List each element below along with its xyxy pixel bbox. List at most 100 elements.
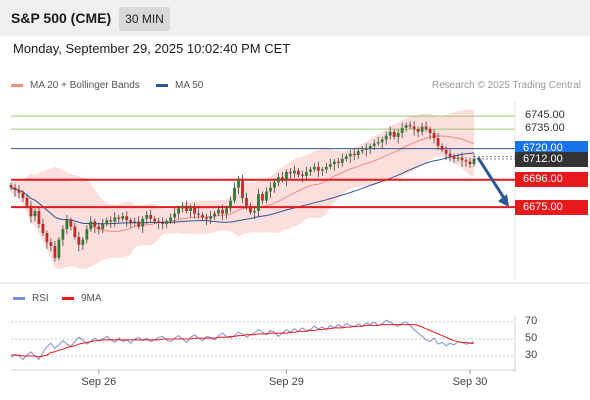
forecast-arrow-shaft: [476, 156, 508, 202]
candle-bull: [229, 200, 232, 209]
candle-bull: [273, 182, 276, 188]
candle-bear: [41, 224, 45, 234]
rsi-line: [10, 319, 475, 361]
candle-bear: [77, 237, 81, 245]
candle-bull: [340, 159, 344, 163]
ma20-swatch: [11, 84, 23, 87]
x-tick-label: Sep 29: [268, 376, 304, 388]
legend-label-rsi: RSI: [32, 293, 49, 304]
level-label-resistance: 6745.00: [525, 109, 565, 122]
legend-label-ma20: MA 20 + Bollinger Bands: [30, 80, 140, 91]
level-label-support: 6696.00: [515, 172, 588, 188]
timeframe-button[interactable]: 30 MIN: [119, 7, 170, 31]
candle-bull: [308, 169, 312, 172]
candle-bull: [364, 148, 368, 150]
candle-bull: [285, 172, 288, 180]
candle-bear: [452, 156, 456, 159]
candle-bear: [261, 194, 264, 201]
candle-bear: [9, 185, 13, 188]
rsi-ma-line: [11, 324, 474, 358]
candle-bear: [464, 160, 468, 162]
candle-bear: [336, 161, 340, 163]
candle-bull: [85, 229, 89, 240]
candle-bull: [189, 207, 193, 211]
candle-bear: [424, 126, 428, 130]
candle-bull: [388, 131, 392, 136]
candle-bull: [420, 126, 424, 132]
candle-bull: [472, 159, 476, 165]
candle-bear: [221, 209, 224, 214]
ma50-line: [10, 152, 475, 225]
candle-bull: [181, 205, 185, 209]
candle-bear: [197, 213, 200, 215]
legend-ma50: MA 50: [156, 80, 203, 91]
level-label-resistance: 6735.00: [525, 122, 565, 135]
candle-bull: [113, 217, 117, 222]
candle-bear: [17, 190, 21, 193]
rsi-ma-swatch: [62, 297, 74, 300]
candle-bull: [213, 213, 216, 217]
candle-bear: [412, 126, 416, 130]
candle-bear: [444, 149, 448, 154]
legend-label-rsi-ma: 9MA: [81, 293, 102, 304]
candle-bear: [109, 220, 113, 222]
candle-bull: [217, 209, 220, 214]
candle-bear: [440, 146, 444, 150]
candle-bull: [356, 151, 360, 156]
candle-bull: [269, 187, 272, 192]
candle-bull: [101, 224, 105, 230]
candle-bull: [165, 221, 169, 224]
candle-bear: [460, 157, 464, 161]
candle-bull: [89, 221, 93, 230]
candle-bear: [288, 172, 292, 174]
candle-bull: [372, 143, 376, 146]
chart-datetime: Monday, September 29, 2025 10:02:40 PM C…: [13, 41, 291, 56]
legend-rsi: RSI: [13, 293, 49, 304]
candle-bull: [61, 229, 65, 240]
candle-bear: [157, 221, 161, 223]
forecast-arrow-head: [498, 194, 509, 208]
candle-bull: [225, 208, 228, 214]
candle-bull: [332, 161, 336, 165]
candle-bull: [320, 169, 324, 171]
candle-bear: [392, 131, 396, 137]
candle-bear: [149, 214, 153, 219]
rsi-level-label: 30: [525, 349, 538, 361]
candle-bear: [193, 207, 197, 214]
candle-bear: [436, 138, 440, 146]
candle-bull: [400, 127, 404, 133]
rsi-level-label: 50: [525, 332, 538, 344]
candle-bear: [245, 198, 248, 206]
rsi-swatch: [13, 297, 25, 300]
candle-bear: [300, 174, 304, 176]
candle-bull: [121, 216, 125, 219]
candle-bear: [241, 178, 244, 198]
candle-bull: [292, 170, 296, 174]
candle-bear: [117, 217, 121, 219]
legend-rsi-ma: 9MA: [62, 293, 102, 304]
candle-bull: [105, 220, 109, 224]
instrument-title: S&P 500 (CME): [11, 10, 112, 26]
candle-bull: [277, 177, 280, 183]
candle-bear: [448, 153, 452, 157]
candle-bull: [344, 156, 348, 159]
rsi-level-label: 70: [525, 315, 538, 327]
candle-bull: [141, 218, 145, 227]
ma50-swatch: [156, 84, 168, 87]
candle-bull: [396, 133, 400, 137]
candle-bull: [133, 221, 137, 223]
candle-bull: [209, 216, 212, 219]
candle-bear: [296, 170, 300, 175]
candle-bear: [161, 222, 165, 224]
candle-bear: [53, 246, 57, 258]
candle-bear: [69, 220, 73, 227]
candle-bull: [57, 239, 61, 258]
candle-bear: [25, 198, 29, 206]
candle-bear: [93, 221, 97, 227]
candle-bull: [169, 217, 173, 222]
candle-bull: [324, 166, 328, 170]
candle-bull: [145, 214, 149, 219]
legend-ma20: MA 20 + Bollinger Bands: [11, 80, 140, 91]
candle-bear: [316, 166, 320, 171]
candle-bull: [304, 172, 308, 176]
